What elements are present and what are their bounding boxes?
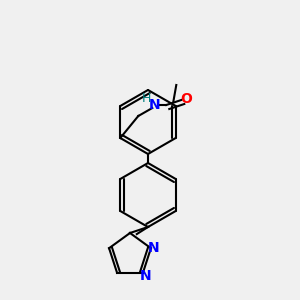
Text: N: N bbox=[140, 269, 152, 283]
Text: H: H bbox=[142, 92, 151, 104]
Text: N: N bbox=[148, 98, 160, 112]
Text: N: N bbox=[148, 241, 160, 255]
Text: O: O bbox=[180, 92, 192, 106]
